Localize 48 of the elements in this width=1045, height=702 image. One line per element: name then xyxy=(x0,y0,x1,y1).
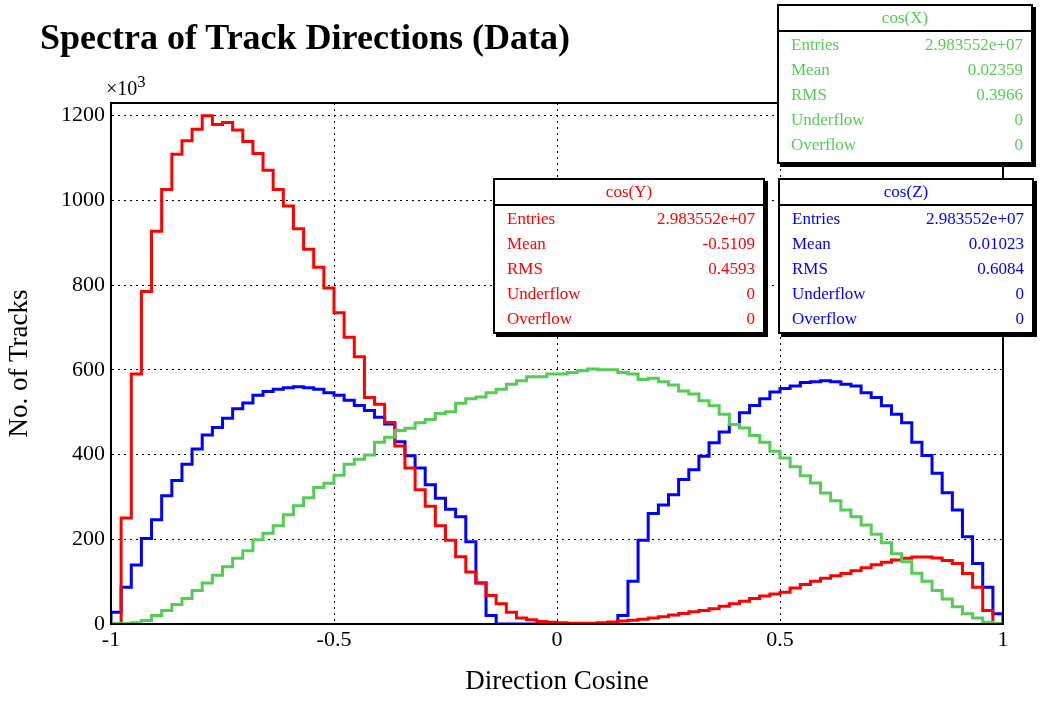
y-tick-label: 1000 xyxy=(61,186,105,212)
text: 0.02359 xyxy=(967,59,1023,81)
text: Mean xyxy=(791,59,830,81)
y-tick-label: 400 xyxy=(72,440,105,466)
annotation: Entries xyxy=(507,208,556,230)
y-axis-title: No. of Tracks xyxy=(3,289,34,438)
annotation: 0.4593 xyxy=(708,258,755,280)
y-tick-label: 800 xyxy=(72,270,105,296)
annotation: 0.3966 xyxy=(976,84,1023,106)
text: Entries xyxy=(791,34,840,56)
annotation: 2.983552e+07 xyxy=(657,208,755,230)
annotation: 0 xyxy=(746,283,755,305)
x-tick-label: -0.5 xyxy=(316,625,352,651)
annotation: 0.01023 xyxy=(968,233,1024,255)
y-tick-label: 200 xyxy=(72,525,105,551)
x-axis-title: Direction Cosine xyxy=(465,664,649,695)
annotation: Underflow xyxy=(791,109,865,131)
annotation: Entries xyxy=(792,208,841,230)
annotation: Overflow xyxy=(791,134,857,156)
annotation: Overflow xyxy=(792,308,858,330)
annotation: -0.5109 xyxy=(702,233,755,255)
text: 0 xyxy=(1014,134,1023,156)
text: 2.983552e+07 xyxy=(925,34,1023,56)
y-tick-label: 600 xyxy=(72,355,105,381)
text: 0 xyxy=(1015,308,1024,330)
annotation: 2.983552e+07 xyxy=(926,208,1024,230)
y-tick-label: 1200 xyxy=(61,101,105,127)
annotation: RMS xyxy=(791,84,827,106)
text: 0 xyxy=(1014,109,1023,131)
annotation: Mean xyxy=(507,233,546,255)
annotation: Overflow xyxy=(507,308,573,330)
text: cos(Z) xyxy=(780,180,1032,206)
annotation: Underflow xyxy=(507,283,581,305)
annotation: RMS xyxy=(507,258,543,280)
x-tick-label: 0 xyxy=(551,625,563,651)
x-tick-label: 1 xyxy=(997,625,1009,651)
text: cos(Y) xyxy=(495,180,763,206)
text: 0 xyxy=(1015,283,1024,305)
x-tick-label: 0.5 xyxy=(766,625,794,651)
text: cos(X) xyxy=(779,6,1031,32)
annotation: 0.6084 xyxy=(977,258,1024,280)
chart-title: Spectra of Track Directions (Data) xyxy=(40,16,570,58)
text: ×10$^{3}$ xyxy=(106,72,146,100)
annotation: 0 xyxy=(746,308,755,330)
annotation: RMS xyxy=(792,258,828,280)
annotation: Mean xyxy=(792,233,831,255)
annotation: Underflow xyxy=(792,283,866,305)
y-tick-label: 0 xyxy=(94,609,105,635)
